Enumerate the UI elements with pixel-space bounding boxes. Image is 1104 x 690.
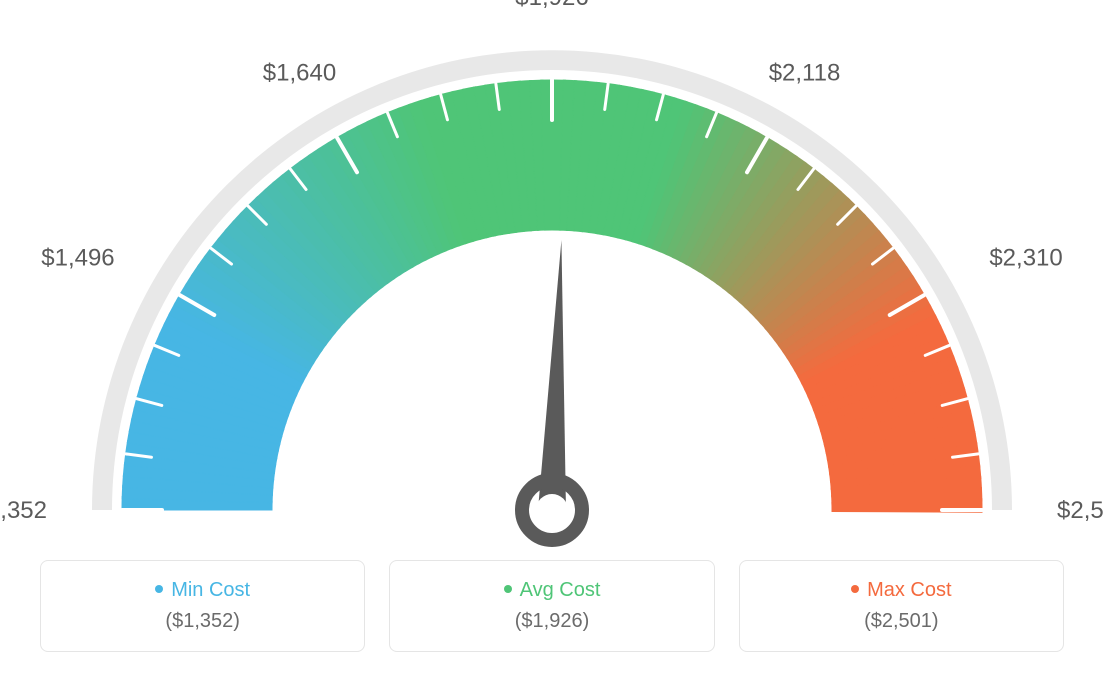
legend-dot-min [155,585,163,593]
legend-dot-avg [504,585,512,593]
legend-box-avg: Avg Cost ($1,926) [389,560,714,652]
legend-box-max: Max Cost ($2,501) [739,560,1064,652]
legend-label-avg: Avg Cost [410,579,693,602]
legend-dot-max [851,585,859,593]
legend-value-min: ($1,352) [61,610,344,633]
svg-text:$1,352: $1,352 [0,497,47,524]
legend-box-min: Min Cost ($1,352) [40,560,365,652]
svg-text:$2,501: $2,501 [1057,497,1104,524]
legend-label-text: Min Cost [171,579,250,601]
svg-text:$1,496: $1,496 [41,245,114,272]
legend-label-text: Max Cost [867,579,951,601]
legend-label-min: Min Cost [61,579,344,602]
gauge-container: $1,352 $1,496 $1,640 $1,926 $2,118 $2,310 $2,5… [0,0,1104,560]
legend-label-text: Avg Cost [520,579,601,601]
svg-text:$2,118: $2,118 [769,60,841,87]
svg-text:$1,926: $1,926 [515,0,588,11]
legend-label-max: Max Cost [760,579,1043,602]
gauge-svg: $1,352 $1,496 $1,640 $1,926 $2,118 $2,310 $2,5… [0,0,1104,560]
svg-text:$2,310: $2,310 [989,245,1062,272]
legend-value-max: ($2,501) [760,610,1043,633]
svg-text:$1,640: $1,640 [263,60,336,87]
legend-row: Min Cost ($1,352) Avg Cost ($1,926) Max … [0,560,1104,672]
legend-value-avg: ($1,926) [410,610,693,633]
